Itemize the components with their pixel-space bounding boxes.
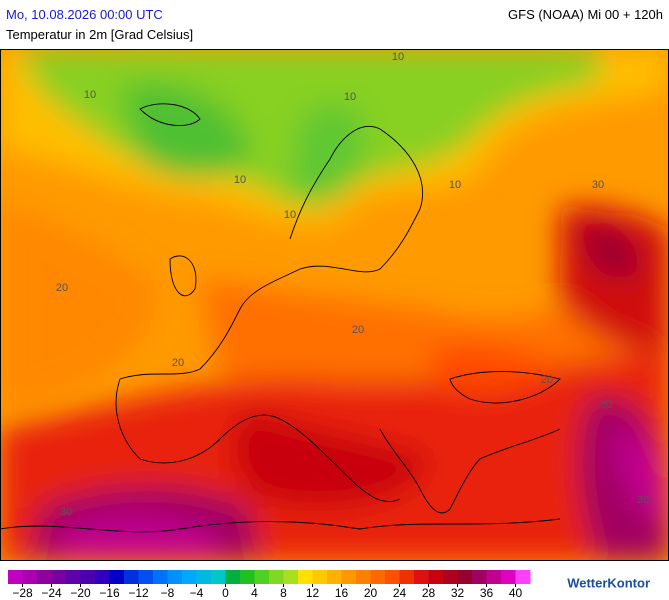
contour-label: 30 bbox=[637, 494, 649, 506]
color-swatch bbox=[211, 570, 226, 584]
tick-label: −24 bbox=[41, 586, 62, 600]
color-swatch bbox=[182, 570, 197, 584]
color-swatch bbox=[312, 570, 328, 584]
color-swatch bbox=[515, 570, 531, 584]
parameter: Temperatur in 2m [Grad Celsius] bbox=[6, 27, 194, 42]
color-swatch bbox=[37, 570, 52, 584]
legend: −28 −24 −20 −16 −12 −8 −4 0 4 8 12 16 20 24 28 32 36 40 We… bbox=[8, 570, 650, 600]
color-swatch bbox=[457, 570, 473, 584]
tick-label: 8 bbox=[280, 586, 287, 600]
contour-label: 30 bbox=[60, 506, 72, 518]
valid-time: Mo, 10.08.2026 00:00 UTC bbox=[6, 7, 163, 22]
color-swatch bbox=[240, 570, 255, 584]
tick-label: 12 bbox=[306, 586, 320, 600]
color-swatch bbox=[283, 570, 299, 584]
model-run: GFS (NOAA) Mi 00 + 120h bbox=[508, 7, 663, 22]
color-swatch bbox=[501, 570, 516, 584]
temperature-map: 10 10 10 10 10 10 20 20 20 20 30 30 30 30 bbox=[0, 49, 669, 561]
tick-label: 28 bbox=[422, 586, 436, 600]
color-swatch bbox=[109, 570, 125, 584]
temperature-field bbox=[1, 50, 668, 560]
tick-label: 24 bbox=[393, 586, 407, 600]
color-swatch bbox=[472, 570, 487, 584]
color-swatch bbox=[399, 570, 415, 584]
tick-label: 4 bbox=[251, 586, 258, 600]
color-swatch bbox=[153, 570, 168, 584]
tick-label: −4 bbox=[190, 586, 204, 600]
color-swatch bbox=[341, 570, 357, 584]
tick-label: 16 bbox=[335, 586, 349, 600]
color-swatch bbox=[66, 570, 81, 584]
color-swatch bbox=[254, 570, 270, 584]
color-swatch bbox=[298, 570, 313, 584]
color-swatch bbox=[428, 570, 444, 584]
color-swatch bbox=[124, 570, 139, 584]
logo: WetterKontor bbox=[567, 575, 650, 590]
tick-label: 0 bbox=[222, 586, 229, 600]
tick-label: −20 bbox=[70, 586, 91, 600]
color-swatch bbox=[138, 570, 154, 584]
contour-label: 20 bbox=[56, 282, 68, 294]
color-swatch bbox=[269, 570, 284, 584]
color-swatch bbox=[51, 570, 67, 584]
color-swatch bbox=[80, 570, 96, 584]
color-swatch bbox=[443, 570, 458, 584]
tick-label: 36 bbox=[480, 586, 494, 600]
color-swatch bbox=[486, 570, 502, 584]
tick-label: 32 bbox=[451, 586, 465, 600]
color-swatch bbox=[95, 570, 110, 584]
coastlines bbox=[1, 103, 561, 533]
contour-label: 20 bbox=[172, 357, 184, 369]
contour-label: 30 bbox=[600, 399, 612, 411]
color-swatch bbox=[8, 570, 23, 584]
contour-label: 10 bbox=[344, 91, 356, 103]
contour-label: 20 bbox=[541, 374, 553, 386]
tick-label: −12 bbox=[128, 586, 149, 600]
color-swatch bbox=[196, 570, 212, 584]
contour-label: 10 bbox=[234, 174, 246, 186]
contour-label: 10 bbox=[449, 179, 461, 191]
tick-label: 40 bbox=[509, 586, 523, 600]
contour-label: 10 bbox=[392, 51, 404, 63]
color-swatch bbox=[22, 570, 38, 584]
tick-label: −16 bbox=[99, 586, 120, 600]
color-swatch bbox=[167, 570, 183, 584]
contour-label: 10 bbox=[284, 209, 296, 221]
contour-label: 10 bbox=[84, 89, 96, 101]
contour-label: 20 bbox=[352, 324, 364, 336]
color-swatch bbox=[327, 570, 342, 584]
tick-label: 20 bbox=[364, 586, 378, 600]
color-swatch bbox=[370, 570, 386, 584]
contour-label: 30 bbox=[592, 179, 604, 191]
color-swatch bbox=[414, 570, 429, 584]
tick-label: −8 bbox=[161, 586, 175, 600]
color-swatch bbox=[356, 570, 371, 584]
color-swatch bbox=[385, 570, 400, 584]
color-swatch bbox=[225, 570, 241, 584]
tick-label: −28 bbox=[12, 586, 33, 600]
